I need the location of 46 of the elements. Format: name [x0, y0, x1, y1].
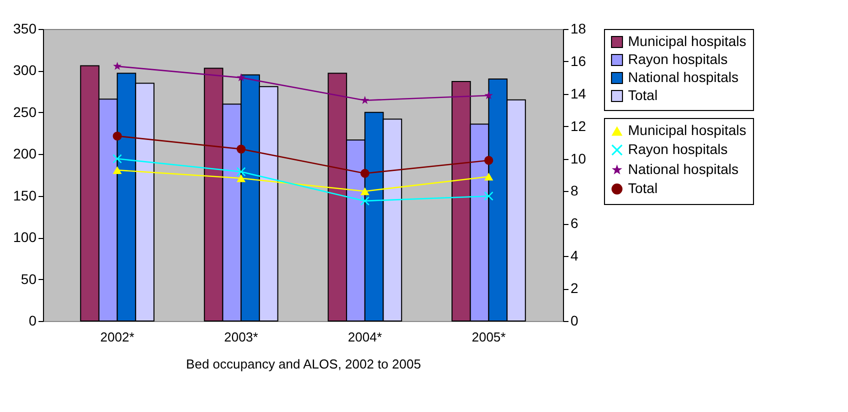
point [112, 132, 122, 141]
y-tick-label: 100 [13, 229, 37, 246]
y-tick-label: 150 [13, 187, 37, 204]
x-axis-title: Bed occupancy and ALOS, 2002 to 2005 [186, 356, 421, 372]
y-tick-label: 300 [13, 62, 37, 78]
y-tick-label: 350 [13, 20, 37, 36]
y-tick-label: 200 [13, 146, 37, 162]
y-tick-label: 0 [28, 312, 37, 328]
y-tick-label: 250 [13, 104, 37, 120]
point [236, 174, 246, 182]
y2-tick-label: 4 [570, 248, 578, 264]
y2-tick-label: 10 [570, 150, 586, 166]
point [484, 172, 494, 180]
point [360, 187, 370, 196]
legend-label: Rayon hospitals [628, 51, 728, 67]
y2-tick-label: 14 [570, 85, 586, 102]
point [236, 167, 246, 176]
x-tick-label: 2004* [348, 330, 382, 344]
legend-label: Municipal hospitals [628, 122, 746, 138]
point [112, 166, 122, 174]
y2-tick-label: 18 [570, 20, 586, 36]
point [360, 196, 370, 206]
point [484, 91, 493, 100]
legend-label: National hospitals [628, 161, 739, 177]
point [360, 168, 370, 178]
legend-label: Total [628, 180, 658, 196]
legend-label: Municipal hospitals [628, 33, 746, 49]
y2-tick-label: 12 [570, 118, 586, 134]
point [484, 156, 494, 165]
x-tick-label: 2002* [100, 330, 134, 344]
y2-tick-label: 16 [570, 52, 586, 69]
legend-label: National hospitals [628, 69, 739, 85]
y-tick-label: 50 [20, 270, 37, 287]
point [484, 192, 494, 201]
y2-tick-label: 8 [570, 182, 578, 199]
point [113, 62, 122, 70]
y2-tick-label: 0 [570, 312, 578, 328]
x-tick-label: 2005* [472, 330, 506, 344]
point [236, 73, 246, 82]
point [360, 96, 370, 104]
x-tick-label: 2003* [224, 330, 258, 344]
legend-label: Total [628, 87, 658, 103]
y2-tick-label: 6 [570, 215, 578, 232]
legend-label: Rayon hospitals [628, 141, 728, 157]
y2-tick-label: 2 [570, 280, 578, 296]
point [236, 144, 246, 154]
